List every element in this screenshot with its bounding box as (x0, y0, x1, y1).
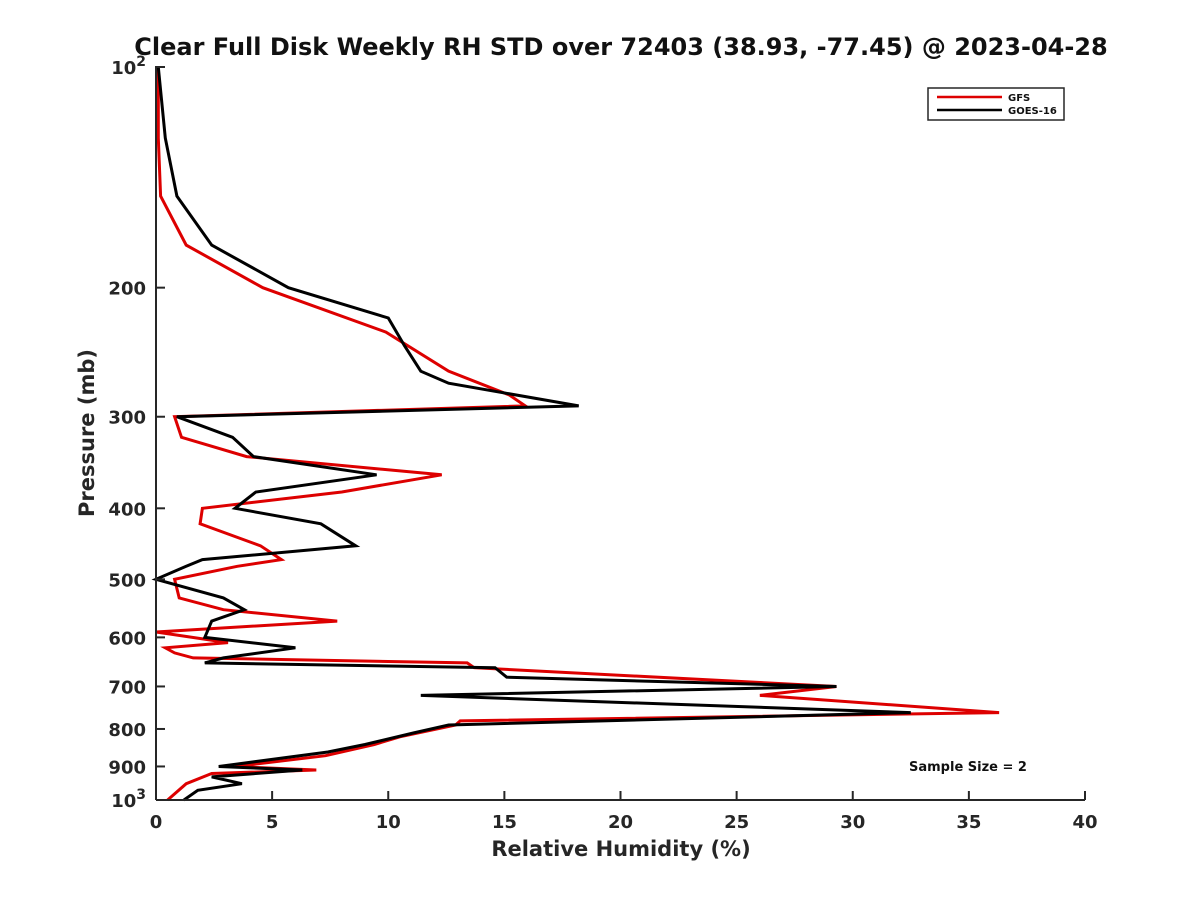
y-tick-label: 400 (108, 499, 146, 520)
legend-label: GOES-16 (1008, 106, 1057, 117)
x-axis-label: Relative Humidity (%) (491, 837, 750, 861)
x-tick-label: 0 (150, 812, 163, 833)
y-tick-label: 200 (108, 279, 146, 300)
x-tick-label: 40 (1072, 812, 1097, 833)
legend-label: GFS (1008, 93, 1030, 104)
x-tick-label: 25 (724, 812, 749, 833)
x-tick-label: 5 (266, 812, 279, 833)
axes: 0 5 10 15 20 25 30 35 40 102 200 300 400 500 600 700 800… (108, 54, 1097, 833)
chart-title: Clear Full Disk Weekly RH STD over 72403… (134, 33, 1107, 61)
x-tick-label: 10 (376, 812, 401, 833)
y-tick-label: 500 (108, 570, 146, 591)
y-tick-label: 800 (108, 720, 146, 741)
legend: GFS GOES-16 (927, 87, 1065, 121)
series-line-goes-16 (151, 66, 911, 802)
y-tick-label: 700 (108, 677, 146, 698)
legend-box (927, 87, 1065, 121)
x-tick-label: 20 (608, 812, 633, 833)
y-axis-label: Pressure (mb) (75, 349, 99, 517)
plot-area (151, 66, 1000, 802)
y-tick-label: 103 (111, 787, 146, 812)
y-tick-label: 102 (111, 54, 146, 79)
series-line-gfs (155, 67, 1000, 802)
sample-size-annotation: Sample Size = 2 (909, 760, 1027, 775)
y-tick-label: 300 (108, 408, 146, 429)
y-tick-label: 600 (108, 628, 146, 649)
y-tick-label: 900 (108, 757, 146, 778)
x-tick-label: 30 (840, 812, 865, 833)
x-tick-label: 35 (956, 812, 981, 833)
x-tick-label: 15 (492, 812, 517, 833)
